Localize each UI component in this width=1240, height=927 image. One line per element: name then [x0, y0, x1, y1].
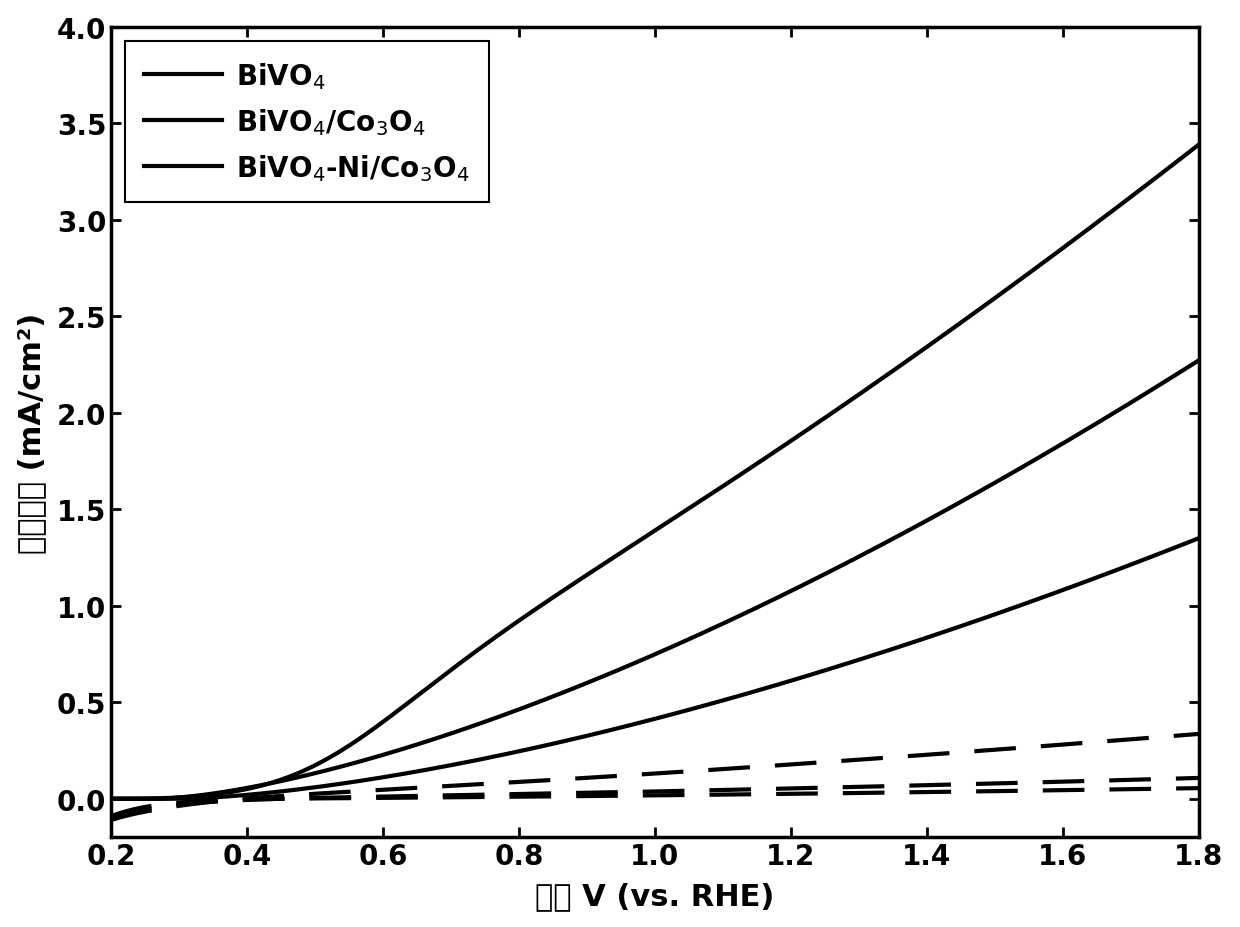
X-axis label: 电位 V (vs. RHE): 电位 V (vs. RHE)	[536, 882, 775, 910]
Legend: BiVO$_4$, BiVO$_4$/Co$_3$O$_4$, BiVO$_4$-Ni/Co$_3$O$_4$: BiVO$_4$, BiVO$_4$/Co$_3$O$_4$, BiVO$_4$…	[125, 42, 490, 203]
Y-axis label: 电流密度 (mA/cm²): 电流密度 (mA/cm²)	[16, 312, 46, 553]
